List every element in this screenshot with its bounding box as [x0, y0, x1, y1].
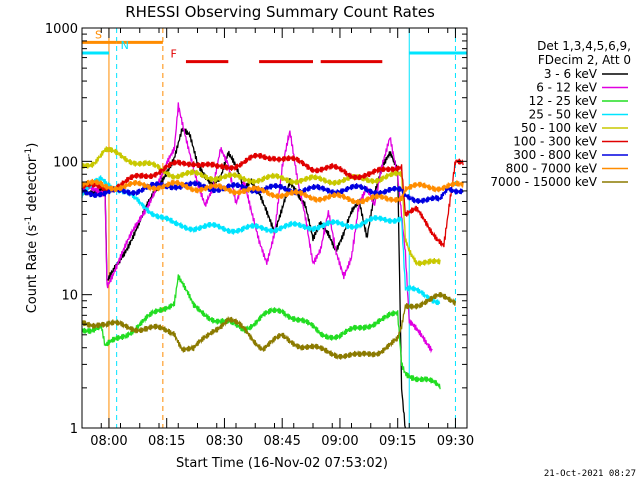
- series-line-0: [81, 127, 407, 428]
- x-tick-label-3: 08:45: [263, 434, 300, 449]
- legend-header-2: FDecim 2, Att 0: [538, 53, 631, 67]
- x-tick-label-5: 09:15: [379, 434, 416, 449]
- x-tick-label-2: 08:30: [206, 434, 243, 449]
- footer-date: 21-Oct-2021 08:27: [544, 469, 636, 479]
- flag-letter-F: F: [171, 48, 177, 61]
- flag-letter-S: S: [95, 28, 102, 41]
- plot-area: S N F: [81, 28, 467, 428]
- y-axis-label-sup1: -1: [24, 216, 34, 225]
- series-line-8: [81, 292, 457, 361]
- legend-header-1: Det 1,3,4,5,6,9,: [537, 39, 631, 53]
- chart-title: RHESSI Observing Summary Count Rates: [125, 3, 435, 21]
- x-tick-label-4: 09:00: [321, 434, 358, 449]
- legend-label-0: 3 - 6 keV: [544, 67, 598, 81]
- y-tick-label-0: 1000: [45, 22, 78, 37]
- x-axis-label: Start Time (16-Nov-02 07:53:02): [176, 456, 388, 471]
- series-line-2: [81, 274, 441, 390]
- legend-label-7: 800 - 7000 keV: [506, 162, 598, 176]
- y-axis-label-mid: detector: [25, 156, 40, 216]
- x-tick-label-1: 08:15: [148, 434, 185, 449]
- series-line-6: [81, 180, 464, 205]
- axes: 1000 100 10 1 08:00 08:15 08:30 08:45 09:00 09:15…: [45, 22, 474, 449]
- series-line-7: [81, 178, 464, 205]
- legend-label-6: 300 - 800 keV: [513, 148, 597, 162]
- series-line-5: [81, 152, 464, 248]
- y-axis-label-main: Count Rate (s: [25, 225, 40, 314]
- y-axis-label: Count Rate (s-1 detector-1): [24, 143, 40, 314]
- y-axis-label-end: ): [25, 143, 40, 148]
- flag-letter-N: N: [121, 39, 129, 52]
- legend-label-5: 100 - 300 keV: [513, 135, 597, 149]
- series-line-1: [81, 102, 433, 354]
- legend-label-1: 6 - 12 keV: [536, 81, 598, 95]
- x-tick-label-0: 08:00: [90, 434, 127, 449]
- legend-label-2: 12 - 25 keV: [529, 94, 598, 108]
- y-axis-label-sup2: -1: [24, 148, 34, 157]
- series-line-4: [81, 146, 441, 267]
- legend-label-3: 25 - 50 keV: [529, 108, 598, 122]
- series-line-3: [81, 175, 441, 306]
- y-tick-label-1: 100: [53, 155, 78, 170]
- legend-label-8: 7000 - 15000 keV: [490, 175, 597, 189]
- x-tick-label-6: 09:30: [437, 434, 474, 449]
- legend: Det 1,3,4,5,6,9, FDecim 2, Att 0 3 - 6 k…: [490, 39, 631, 189]
- y-tick-label-3: 1: [70, 422, 78, 437]
- legend-label-4: 50 - 100 keV: [521, 121, 598, 135]
- y-tick-label-2: 10: [61, 289, 78, 304]
